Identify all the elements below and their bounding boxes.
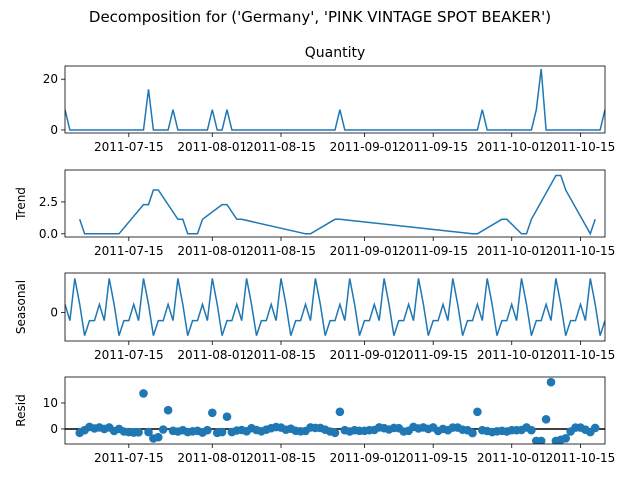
panel-3-frame	[64, 272, 606, 342]
resid-point	[203, 425, 212, 435]
resid-point	[527, 425, 536, 435]
panel-2-xtick-label: 2011-10-01	[477, 244, 547, 258]
panel-2-xtick-label: 2011-10-15	[546, 244, 616, 258]
panel-3-xtick-label: 2011-10-01	[477, 348, 547, 362]
panel-1-xtick-label: 2011-08-15	[246, 140, 316, 154]
panel-4-xtick-label: 2011-08-15	[246, 451, 316, 465]
resid-point	[536, 436, 546, 444]
panel-4-ylabel: Resid	[14, 394, 28, 426]
panel-2-series-line	[78, 174, 596, 236]
resid-point	[163, 405, 173, 415]
resid-point	[330, 428, 340, 438]
resid-point	[154, 432, 163, 442]
panel-1-subtitle: Quantity	[305, 45, 366, 61]
panel-4-xtick-label: 2011-10-01	[477, 451, 547, 465]
panel-2-ytick-label: 0.0	[39, 227, 58, 241]
panel-4-ytick-label: 10	[43, 396, 58, 410]
panel-1-ytick-label: 20	[43, 72, 58, 86]
panel-4-ytick-label: 0	[50, 422, 58, 436]
panel-3-xtick-label: 2011-09-15	[398, 348, 468, 362]
resid-point	[335, 407, 345, 417]
panel-2-ytick-label: 2.5	[39, 195, 58, 209]
panel-4-xtick-label: 2011-07-15	[94, 451, 164, 465]
panel-2-ylabel: Trend	[14, 187, 28, 221]
panel-2-xtick-label: 2011-09-15	[398, 244, 468, 258]
panel-2-xtick-label: 2011-08-15	[246, 244, 316, 258]
panel-4-xtick-label: 2011-09-15	[398, 451, 468, 465]
panel-1-xtick-label: 2011-10-01	[477, 140, 547, 154]
panel-3-series-line	[65, 278, 605, 336]
panel-2-plot	[78, 174, 596, 236]
panel-2-frame	[64, 169, 606, 238]
panel-3-xtick-label: 2011-09-01	[330, 348, 400, 362]
panel-3-plot	[65, 278, 605, 336]
panel-4-frame	[64, 376, 606, 445]
panel-1-frame	[64, 65, 606, 134]
panel-4-plot	[65, 377, 605, 444]
panel-3-ylabel: Seasonal	[14, 280, 28, 334]
panel-2-xtick-label: 2011-09-01	[330, 244, 400, 258]
panel-3-xtick-label: 2011-08-01	[177, 348, 247, 362]
resid-point	[158, 425, 168, 434]
resid-point	[468, 428, 477, 438]
panel-1-plot	[65, 68, 605, 131]
panel-2: Trend 0.0 2.5 2011-07-15 2011-08-012011-08-1…	[14, 169, 616, 258]
resid-point	[139, 389, 148, 398]
figure-title: Decomposition for ('Germany', 'PINK VINT…	[89, 8, 551, 26]
panel-2-xtick-label: 2011-07-15	[94, 244, 164, 258]
panel-3-xtick-label: 2011-07-15	[94, 348, 164, 362]
panel-4-xtick-label: 2011-10-15	[546, 451, 616, 465]
resid-point	[222, 412, 232, 422]
resid-point	[208, 408, 217, 418]
panel-3-xtick-label: 2011-10-15	[546, 348, 616, 362]
panel-1-xtick-label: 2011-09-01	[330, 140, 400, 154]
resid-point	[546, 377, 556, 387]
panel-1-ytick-label: 0	[50, 123, 58, 137]
panel-4-xtick-label: 2011-09-01	[330, 451, 400, 465]
resid-point	[473, 407, 482, 417]
panel-1-xtick-label: 2011-10-15	[546, 140, 616, 154]
panel-3-xtick-label: 2011-08-15	[246, 348, 316, 362]
panel-1-xtick-label: 2011-09-15	[398, 140, 468, 154]
panel-4-xtick-label: 2011-08-01	[177, 451, 247, 465]
panel-1-xtick-label: 2011-07-15	[94, 140, 164, 154]
resid-point	[541, 415, 551, 424]
resid-point	[217, 427, 227, 437]
resid-point	[134, 428, 143, 437]
resid-point	[590, 423, 600, 433]
panel-3-ytick-label: 0	[50, 305, 58, 319]
panel-1: Quantity 0 20 2011-07-15 2011-08-012011-08-1…	[43, 45, 616, 154]
panel-1-series-line	[65, 68, 605, 131]
resid-point	[144, 427, 153, 437]
panel-1-xtick-label: 2011-08-01	[177, 140, 247, 154]
panel-2-xtick-label: 2011-08-01	[177, 244, 247, 258]
resid-point	[561, 434, 570, 443]
